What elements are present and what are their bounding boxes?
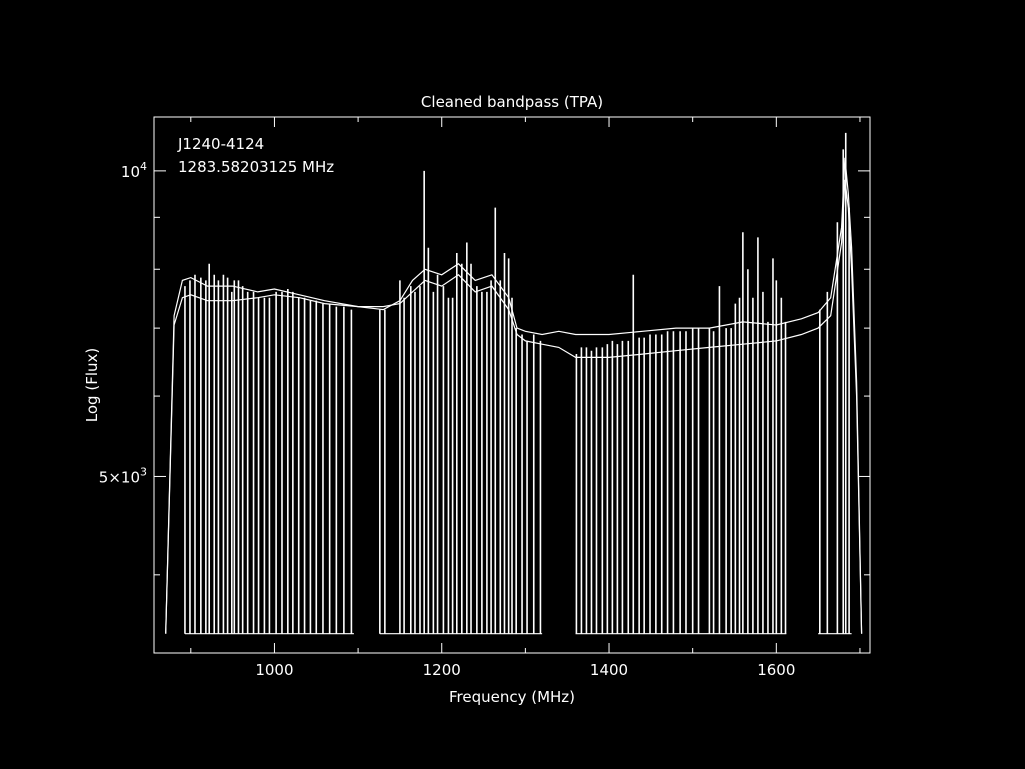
series-line-2 [165, 157, 863, 634]
x-tick-label: 1400 [590, 661, 628, 679]
series-line-1 [165, 179, 863, 634]
x-axis: 1000 1200 1400 1600 [190, 117, 861, 679]
y-tick-label: 5×103 [99, 465, 147, 486]
x-axis-label: Frequency (MHz) [449, 688, 575, 706]
x-tick-label: 1200 [423, 661, 461, 679]
bandpass-series [165, 157, 863, 634]
chart-title: Cleaned bandpass (TPA) [421, 93, 603, 111]
y-axis-label: Log (Flux) [83, 348, 101, 422]
source-name: J1240-4124 [177, 135, 264, 153]
x-tick-label: 1000 [255, 661, 293, 679]
y-tick-labels: 104 5×103 [99, 160, 147, 487]
x-tick-label: 1600 [757, 661, 795, 679]
center-frequency: 1283.58203125 MHz [178, 158, 334, 176]
plot-frame [153, 116, 871, 654]
y-axis [154, 170, 870, 576]
rfi-spikes [184, 132, 852, 635]
y-tick-label: 104 [121, 160, 147, 181]
